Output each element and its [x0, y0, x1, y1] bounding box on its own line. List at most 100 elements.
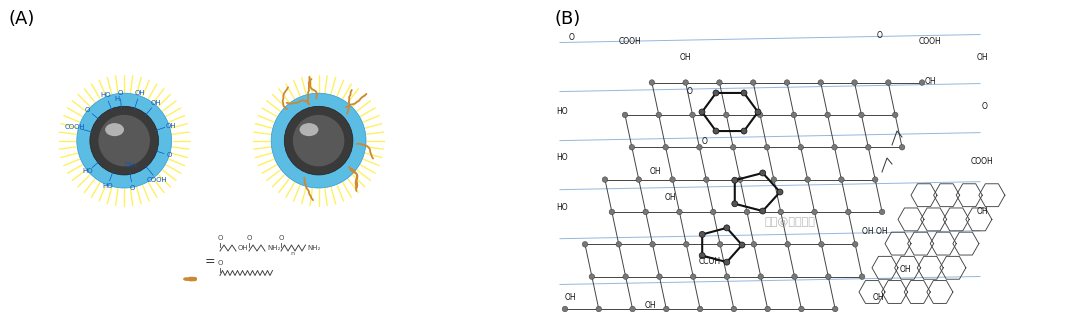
Text: OH: OH [924, 77, 935, 87]
Circle shape [755, 109, 761, 115]
Circle shape [751, 242, 757, 247]
Circle shape [759, 170, 766, 176]
Text: O: O [130, 185, 135, 191]
Text: NH₂: NH₂ [267, 245, 281, 251]
Circle shape [825, 274, 832, 280]
Circle shape [812, 209, 818, 215]
Text: OH OH: OH OH [862, 228, 888, 236]
Circle shape [622, 112, 627, 118]
Circle shape [758, 274, 764, 280]
Circle shape [713, 90, 719, 96]
Circle shape [636, 177, 642, 182]
Text: COOH: COOH [65, 124, 85, 130]
Circle shape [724, 225, 730, 231]
Circle shape [892, 112, 897, 118]
Circle shape [582, 242, 588, 247]
Text: OH: OH [238, 245, 248, 251]
Circle shape [663, 306, 670, 312]
Text: COOH: COOH [971, 158, 994, 166]
Circle shape [717, 242, 723, 247]
Text: OH: OH [900, 265, 910, 273]
Circle shape [563, 306, 568, 312]
Circle shape [778, 209, 784, 215]
Circle shape [900, 145, 905, 150]
Circle shape [919, 80, 924, 85]
Circle shape [724, 112, 729, 118]
Circle shape [650, 242, 656, 247]
Text: HO: HO [556, 108, 568, 116]
Circle shape [798, 306, 805, 312]
Text: OH: OH [976, 208, 988, 216]
Ellipse shape [299, 123, 319, 136]
Circle shape [741, 128, 747, 134]
Text: OH: OH [165, 123, 176, 129]
Circle shape [846, 209, 851, 215]
Circle shape [698, 306, 703, 312]
Circle shape [629, 145, 635, 150]
Circle shape [819, 242, 824, 247]
Circle shape [649, 80, 654, 85]
Circle shape [738, 177, 743, 182]
Text: (B): (B) [555, 10, 581, 28]
Text: HO: HO [82, 168, 93, 174]
Ellipse shape [105, 123, 124, 136]
Text: OH: OH [873, 292, 883, 301]
Circle shape [860, 274, 865, 280]
Text: O: O [877, 30, 883, 40]
Circle shape [732, 201, 738, 207]
Circle shape [732, 177, 738, 183]
Text: CH₃: CH₃ [125, 162, 137, 168]
Text: COOH: COOH [147, 177, 167, 183]
Text: CCOH: CCOH [699, 257, 721, 267]
Circle shape [684, 242, 689, 247]
Circle shape [873, 177, 878, 182]
Text: OH: OH [644, 301, 656, 309]
Text: O: O [118, 90, 123, 96]
Text: O: O [217, 235, 222, 241]
Text: =: = [205, 255, 216, 268]
Circle shape [731, 306, 737, 312]
Circle shape [699, 109, 705, 115]
Circle shape [284, 106, 353, 175]
Text: O: O [702, 137, 707, 146]
Text: HO: HO [100, 93, 111, 98]
Text: OH: OH [664, 193, 676, 201]
Text: O: O [167, 152, 173, 158]
Circle shape [724, 259, 730, 265]
Circle shape [859, 112, 864, 118]
Text: H: H [114, 96, 120, 102]
Circle shape [657, 274, 662, 280]
Circle shape [690, 274, 696, 280]
Circle shape [744, 209, 750, 215]
Text: COOH: COOH [619, 38, 642, 46]
Circle shape [98, 115, 150, 166]
Circle shape [751, 80, 756, 85]
Circle shape [717, 80, 723, 85]
Circle shape [784, 80, 789, 85]
Text: OH: OH [134, 91, 145, 96]
Text: COOH: COOH [919, 38, 942, 46]
Circle shape [699, 252, 705, 259]
Text: OH: OH [150, 100, 161, 106]
Circle shape [90, 106, 159, 175]
Text: OH: OH [976, 53, 988, 61]
Text: O: O [217, 260, 222, 266]
Circle shape [886, 80, 891, 85]
Text: OH: OH [564, 292, 576, 301]
Text: NH₂: NH₂ [308, 245, 321, 251]
Circle shape [771, 177, 777, 182]
Circle shape [699, 232, 705, 237]
Circle shape [643, 209, 648, 215]
Circle shape [777, 189, 783, 195]
Circle shape [713, 128, 719, 134]
Circle shape [825, 112, 831, 118]
Circle shape [623, 274, 629, 280]
Text: OH: OH [679, 53, 691, 61]
Text: n: n [291, 251, 295, 256]
Circle shape [759, 208, 766, 214]
Circle shape [663, 145, 669, 150]
Circle shape [833, 306, 838, 312]
Circle shape [697, 145, 702, 150]
Circle shape [792, 274, 797, 280]
Circle shape [656, 112, 662, 118]
